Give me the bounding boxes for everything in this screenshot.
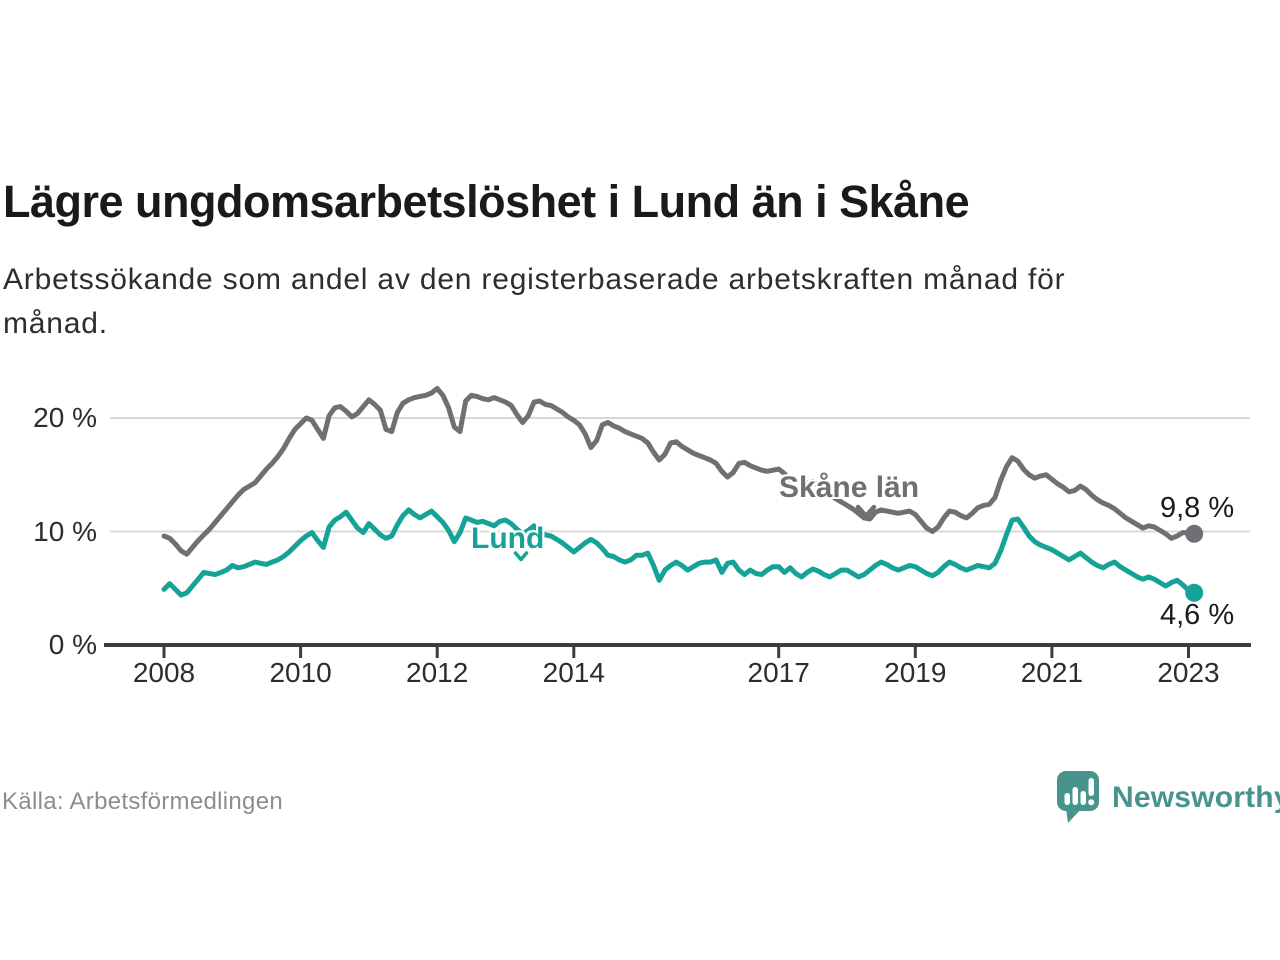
- series-label-skane: Skåne län: [779, 471, 920, 504]
- x-tick-label: 2008: [132, 657, 196, 688]
- y-tick-label: 0 %: [48, 629, 97, 660]
- y-tick-label: 20 %: [33, 402, 97, 433]
- end-value-lund: 4,6 %: [1160, 599, 1235, 631]
- x-tick-label: 2017: [747, 657, 810, 688]
- x-tick-label: 2012: [406, 657, 469, 688]
- line-lund: [161, 507, 1197, 598]
- newsworthy-logo-icon: [1057, 771, 1099, 823]
- series-label-lund: Lund: [471, 522, 545, 555]
- x-tick-label: 2021: [1020, 657, 1084, 688]
- end-value-skane: 9,8 %: [1160, 492, 1235, 524]
- y-tick-label: 10 %: [33, 515, 97, 547]
- x-tick-label: 2014: [542, 657, 605, 688]
- chart-subtitle: Arbetssökande som andel av den registerb…: [3, 263, 1066, 340]
- newsworthy-logo-text: Newsworthy: [1112, 781, 1280, 814]
- source-note: Källa: Arbetsförmedlingen: [2, 788, 283, 815]
- x-tick-label: 2023: [1157, 657, 1220, 688]
- end-dot-lund: [1185, 583, 1204, 602]
- chart-canvas: [104, 386, 1251, 658]
- x-tick-label: 2010: [269, 657, 332, 688]
- down-arrow-icon: [855, 504, 877, 519]
- down-arrow-icon: [513, 551, 529, 562]
- x-tick-label: 2019: [884, 657, 947, 688]
- line-skane: [161, 386, 1197, 557]
- page-title: Lägre ungdomsarbetslöshet i Lund än i Sk…: [3, 176, 970, 228]
- end-dot-skane: [1185, 524, 1204, 543]
- newsworthy-logo: Newsworthy: [1056, 770, 1280, 826]
